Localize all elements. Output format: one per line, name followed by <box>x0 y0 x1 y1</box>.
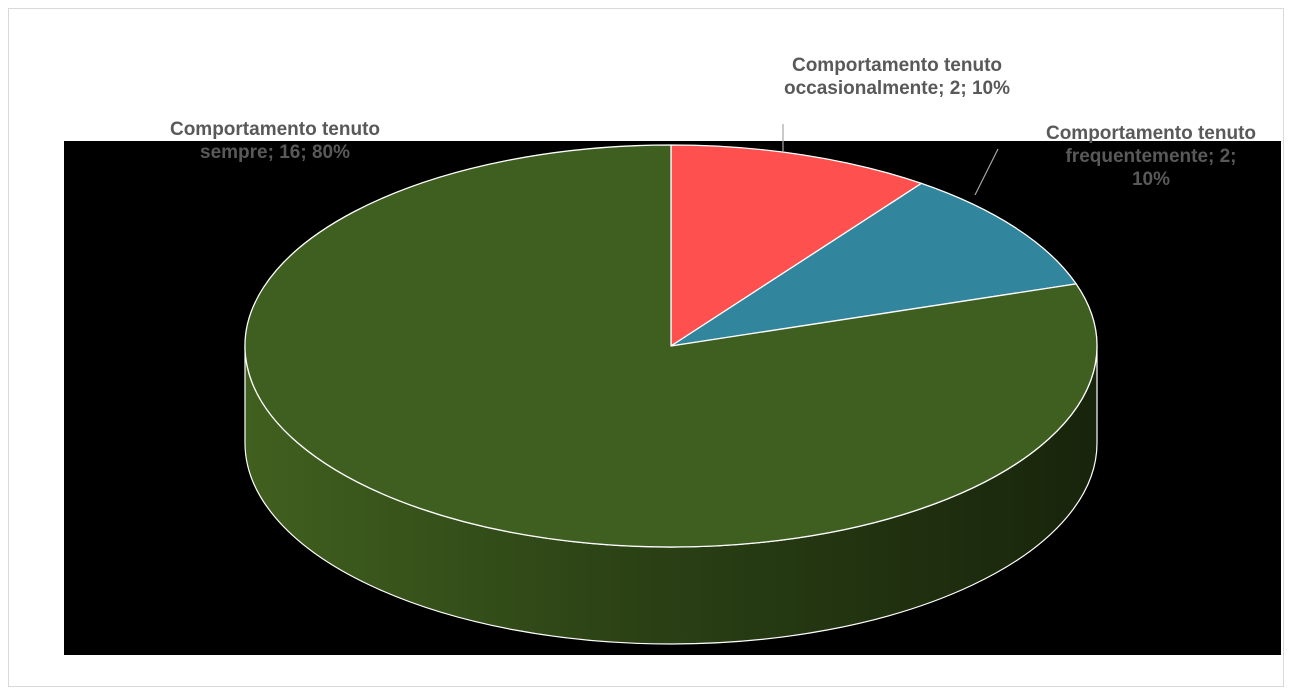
data-label-line: sempre; 16; 80% <box>200 142 350 163</box>
data-label: Comportamento tenuto sempre; 16; 80% <box>170 119 380 163</box>
data-label-line: Comportamento tenuto <box>170 119 380 140</box>
label-leader-line <box>974 148 999 196</box>
data-label-line: frequentemente; 2; <box>1065 146 1236 167</box>
data-label-line: 10% <box>1132 169 1170 190</box>
data-label-line: Comportamento tenuto <box>1046 123 1256 144</box>
pie-slice <box>670 182 1077 347</box>
data-label-line: occasionalmente; 2; 10% <box>784 78 1010 99</box>
data-label-line: Comportamento tenuto <box>792 55 1002 76</box>
pie-slice <box>244 144 1098 548</box>
data-label: Comportamento tenuto frequentemente; 2; 10… <box>1046 123 1256 190</box>
pie-slice <box>670 144 923 347</box>
data-label: Comportamento tenuto occasionalmente; 2; … <box>784 55 1010 99</box>
